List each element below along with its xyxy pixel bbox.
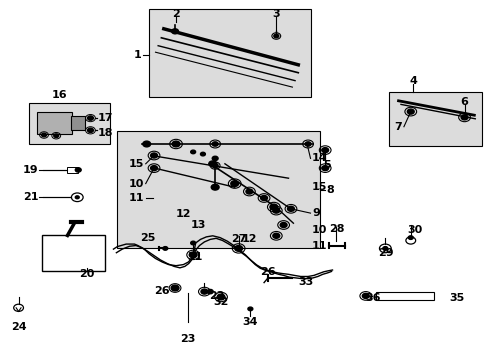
Text: 13: 13 [190, 220, 205, 230]
Bar [149, 9, 310, 97]
Circle shape [75, 168, 81, 172]
Circle shape [75, 196, 79, 199]
Circle shape [87, 128, 93, 132]
Circle shape [407, 236, 412, 239]
Text: 27: 27 [230, 234, 246, 244]
Text: 21: 21 [22, 192, 38, 202]
Circle shape [217, 294, 224, 300]
Text: 4: 4 [408, 76, 416, 86]
Text: 19: 19 [22, 165, 38, 175]
Circle shape [41, 133, 46, 137]
Text: 11: 11 [311, 240, 327, 251]
Text: 33: 33 [298, 276, 313, 287]
Text: 3: 3 [272, 9, 280, 19]
Text: 23: 23 [180, 334, 196, 344]
Text: 25: 25 [140, 233, 155, 243]
Text: 15: 15 [129, 159, 144, 169]
Text: 6: 6 [460, 96, 468, 107]
Text: 10: 10 [129, 179, 144, 189]
Text: 8: 8 [326, 185, 334, 195]
Circle shape [172, 286, 177, 290]
Text: 14: 14 [311, 153, 327, 163]
Circle shape [189, 252, 197, 258]
Circle shape [280, 222, 286, 228]
Text: 22: 22 [209, 291, 224, 301]
Text: 2: 2 [172, 9, 180, 19]
Text: 12: 12 [175, 209, 191, 219]
Text: 16: 16 [52, 90, 67, 100]
Text: 1: 1 [134, 50, 142, 60]
Text: 7: 7 [394, 122, 402, 132]
Circle shape [321, 166, 328, 171]
Text: 26: 26 [260, 267, 275, 277]
Circle shape [190, 150, 195, 154]
Circle shape [163, 247, 167, 250]
Circle shape [234, 246, 242, 251]
Bar [375, 292, 433, 300]
Circle shape [171, 285, 179, 291]
Circle shape [273, 34, 278, 38]
Circle shape [407, 109, 413, 114]
Text: 11: 11 [128, 193, 144, 203]
Circle shape [200, 152, 205, 156]
Circle shape [212, 156, 218, 161]
Circle shape [245, 189, 252, 194]
Circle shape [382, 247, 387, 250]
Circle shape [172, 141, 180, 147]
Circle shape [207, 289, 213, 294]
Text: 28: 28 [328, 224, 344, 234]
Circle shape [272, 233, 279, 238]
Text: 31: 31 [186, 252, 202, 262]
Circle shape [230, 181, 238, 186]
Text: 12: 12 [241, 234, 257, 244]
Text: 15: 15 [311, 182, 326, 192]
Circle shape [171, 29, 178, 34]
Circle shape [212, 163, 218, 168]
Text: 20: 20 [79, 269, 95, 279]
Text: 32: 32 [213, 297, 228, 307]
Text: 26: 26 [154, 286, 170, 296]
Bar [29, 103, 110, 144]
Circle shape [54, 134, 59, 138]
Bar [37, 112, 72, 134]
Text: 17: 17 [98, 113, 113, 123]
Circle shape [247, 307, 252, 311]
Bar [117, 131, 320, 248]
Circle shape [260, 195, 267, 201]
Circle shape [208, 161, 216, 167]
Circle shape [211, 184, 219, 190]
Bar [41, 235, 105, 271]
Circle shape [272, 208, 279, 213]
Bar [67, 167, 78, 173]
Circle shape [460, 115, 467, 120]
Circle shape [362, 293, 368, 298]
Text: 34: 34 [242, 317, 258, 327]
Text: 18: 18 [98, 128, 113, 138]
Circle shape [305, 142, 310, 146]
Circle shape [150, 153, 157, 158]
Circle shape [142, 141, 150, 147]
Circle shape [150, 166, 157, 171]
Circle shape [201, 289, 207, 294]
Text: 36: 36 [365, 293, 381, 303]
Bar [388, 92, 481, 146]
Text: 9: 9 [311, 208, 319, 218]
Text: 29: 29 [378, 248, 393, 258]
Circle shape [287, 206, 294, 211]
Circle shape [87, 116, 93, 120]
Bar [71, 116, 84, 130]
Circle shape [190, 241, 195, 245]
Text: 10: 10 [311, 225, 326, 235]
Circle shape [212, 142, 218, 146]
Text: 35: 35 [448, 293, 464, 303]
Circle shape [269, 204, 277, 210]
Circle shape [321, 148, 328, 153]
Text: 5: 5 [322, 159, 330, 170]
Text: 30: 30 [406, 225, 422, 235]
Text: 24: 24 [11, 322, 26, 332]
